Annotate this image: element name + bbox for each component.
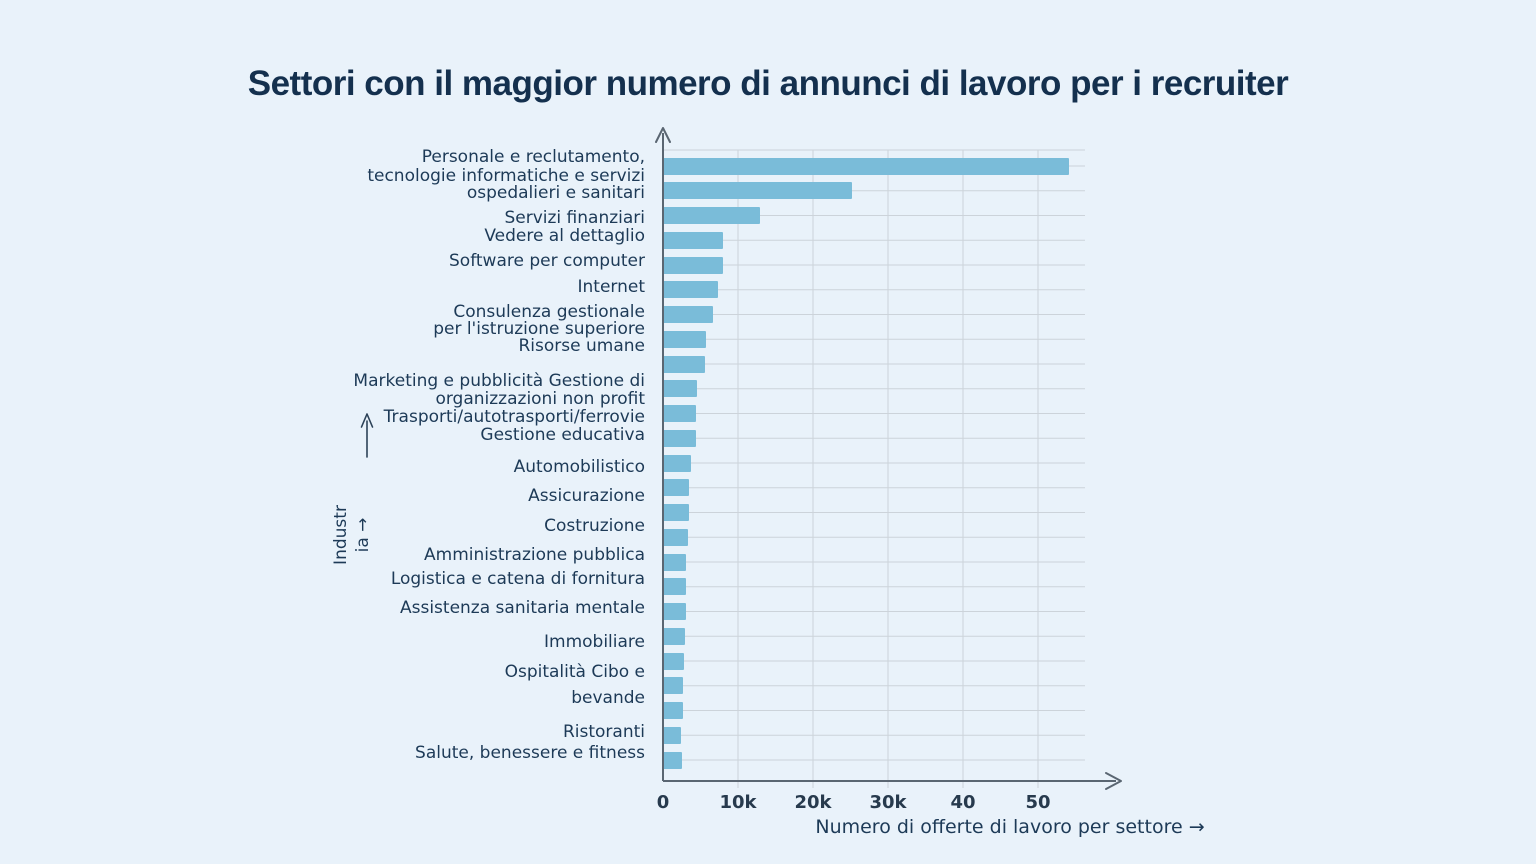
y-axis-title-line-1: Industr — [331, 505, 351, 565]
y-axis-arrow-icon — [655, 127, 671, 143]
y-axis-title: Industr ia → — [330, 505, 374, 565]
gridlines — [663, 149, 1085, 788]
x-axis-arrow-icon — [1105, 772, 1122, 790]
industry-up-arrow-head-icon — [360, 413, 374, 428]
chart-title: Settori con il maggior numero di annunci… — [247, 64, 1289, 103]
x-axis-title: Numero di offerte di lavoro per settore … — [815, 816, 1205, 838]
y-axis-title-line-2: ia → — [353, 517, 373, 553]
